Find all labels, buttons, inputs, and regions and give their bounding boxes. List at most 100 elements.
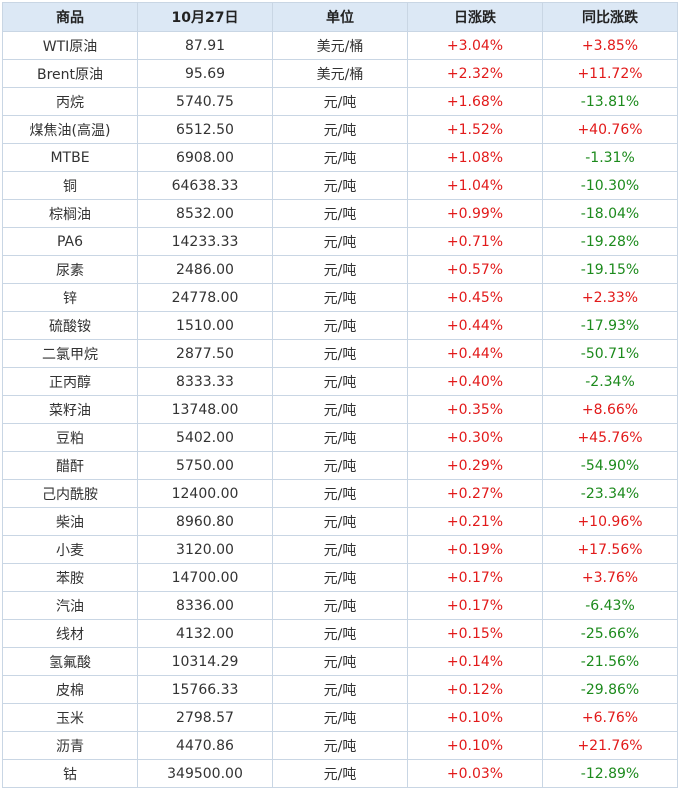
table-cell: 5402.00	[137, 423, 273, 452]
table-cell: 8532.00	[137, 199, 273, 228]
table-cell: 柴油	[2, 507, 138, 536]
table-cell: 美元/桶	[272, 59, 408, 88]
table-row: 柴油 8960.80 元/吨 +0.21% +10.96%	[2, 507, 678, 536]
table-cell: 元/吨	[272, 423, 408, 452]
table-cell: 1510.00	[137, 311, 273, 340]
table-cell: 元/吨	[272, 759, 408, 788]
table-cell: 己内酰胺	[2, 479, 138, 508]
table-cell: +6.76%	[542, 703, 678, 732]
table-cell: 5750.00	[137, 451, 273, 480]
table-cell: 8336.00	[137, 591, 273, 620]
table-cell: 元/吨	[272, 563, 408, 592]
table-cell: +2.32%	[407, 59, 543, 88]
table-cell: 349500.00	[137, 759, 273, 788]
table-cell: +17.56%	[542, 535, 678, 564]
table-cell: Brent原油	[2, 59, 138, 88]
table-cell: 钴	[2, 759, 138, 788]
table-cell: 苯胺	[2, 563, 138, 592]
table-cell: 元/吨	[272, 87, 408, 116]
table-cell: 元/吨	[272, 507, 408, 536]
table-cell: 氢氟酸	[2, 647, 138, 676]
table-cell: +0.30%	[407, 423, 543, 452]
table-row: 醋酐 5750.00 元/吨 +0.29% -54.90%	[2, 451, 678, 480]
table-cell: 小麦	[2, 535, 138, 564]
table-cell: -1.31%	[542, 143, 678, 172]
table-cell: -19.28%	[542, 227, 678, 256]
table-cell: 2798.57	[137, 703, 273, 732]
table-body: WTI原油 87.91 美元/桶 +3.04% +3.85% Brent原油 95.69 美元…	[2, 31, 678, 788]
table-row: 铜 64638.33 元/吨 +1.04% -10.30%	[2, 171, 678, 200]
table-cell: +1.08%	[407, 143, 543, 172]
table-row: 线材 4132.00 元/吨 +0.15% -25.66%	[2, 619, 678, 648]
table-cell: -50.71%	[542, 339, 678, 368]
table-cell: 8333.33	[137, 367, 273, 396]
table-cell: 13748.00	[137, 395, 273, 424]
table-cell: 元/吨	[272, 451, 408, 480]
table-cell: 10314.29	[137, 647, 273, 676]
table-row: 煤焦油(高温) 6512.50 元/吨 +1.52% +40.76%	[2, 115, 678, 144]
table-cell: +0.99%	[407, 199, 543, 228]
table-cell: 元/吨	[272, 255, 408, 284]
table-row: 皮棉 15766.33 元/吨 +0.12% -29.86%	[2, 675, 678, 704]
table-cell: 6908.00	[137, 143, 273, 172]
table-cell: +1.52%	[407, 115, 543, 144]
table-cell: -6.43%	[542, 591, 678, 620]
table-cell: -2.34%	[542, 367, 678, 396]
table-cell: +0.17%	[407, 563, 543, 592]
table-cell: +40.76%	[542, 115, 678, 144]
table-row: 沥青 4470.86 元/吨 +0.10% +21.76%	[2, 731, 678, 760]
table-cell: 24778.00	[137, 283, 273, 312]
table-cell: 线材	[2, 619, 138, 648]
table-cell: 元/吨	[272, 171, 408, 200]
header-row: 商品 10月27日 单位 日涨跌 同比涨跌	[2, 2, 678, 32]
table-cell: 4132.00	[137, 619, 273, 648]
table-cell: 64638.33	[137, 171, 273, 200]
table-cell: -18.04%	[542, 199, 678, 228]
table-cell: 丙烷	[2, 87, 138, 116]
table-cell: 玉米	[2, 703, 138, 732]
table-cell: 尿素	[2, 255, 138, 284]
header-cell: 日涨跌	[407, 2, 543, 32]
table-cell: 95.69	[137, 59, 273, 88]
table-cell: +1.04%	[407, 171, 543, 200]
table-cell: +0.29%	[407, 451, 543, 480]
header-cell: 商品	[2, 2, 138, 32]
table-cell: 锌	[2, 283, 138, 312]
table-row: 己内酰胺 12400.00 元/吨 +0.27% -23.34%	[2, 479, 678, 508]
table-row: 棕榈油 8532.00 元/吨 +0.99% -18.04%	[2, 199, 678, 228]
table-cell: -12.89%	[542, 759, 678, 788]
table-cell: 14233.33	[137, 227, 273, 256]
table-cell: WTI原油	[2, 31, 138, 60]
table-row: Brent原油 95.69 美元/桶 +2.32% +11.72%	[2, 59, 678, 88]
table-row: 锌 24778.00 元/吨 +0.45% +2.33%	[2, 283, 678, 312]
table-cell: +0.71%	[407, 227, 543, 256]
table-cell: +0.27%	[407, 479, 543, 508]
table-cell: 元/吨	[272, 199, 408, 228]
table-cell: +10.96%	[542, 507, 678, 536]
table-cell: PA6	[2, 227, 138, 256]
table-cell: 铜	[2, 171, 138, 200]
table-cell: 元/吨	[272, 731, 408, 760]
table-cell: +0.35%	[407, 395, 543, 424]
table-cell: +21.76%	[542, 731, 678, 760]
table-row: 玉米 2798.57 元/吨 +0.10% +6.76%	[2, 703, 678, 732]
table-cell: +11.72%	[542, 59, 678, 88]
table-row: 汽油 8336.00 元/吨 +0.17% -6.43%	[2, 591, 678, 620]
table-cell: -19.15%	[542, 255, 678, 284]
table-cell: +45.76%	[542, 423, 678, 452]
table-cell: +0.15%	[407, 619, 543, 648]
table-cell: 元/吨	[272, 591, 408, 620]
table-cell: +0.17%	[407, 591, 543, 620]
table-row: 钴 349500.00 元/吨 +0.03% -12.89%	[2, 759, 678, 788]
table-cell: 正丙醇	[2, 367, 138, 396]
table-cell: 二氯甲烷	[2, 339, 138, 368]
table-cell: +3.85%	[542, 31, 678, 60]
table-cell: +0.40%	[407, 367, 543, 396]
table-cell: -25.66%	[542, 619, 678, 648]
table-row: 二氯甲烷 2877.50 元/吨 +0.44% -50.71%	[2, 339, 678, 368]
header-cell: 单位	[272, 2, 408, 32]
table-cell: +3.04%	[407, 31, 543, 60]
table-cell: 棕榈油	[2, 199, 138, 228]
